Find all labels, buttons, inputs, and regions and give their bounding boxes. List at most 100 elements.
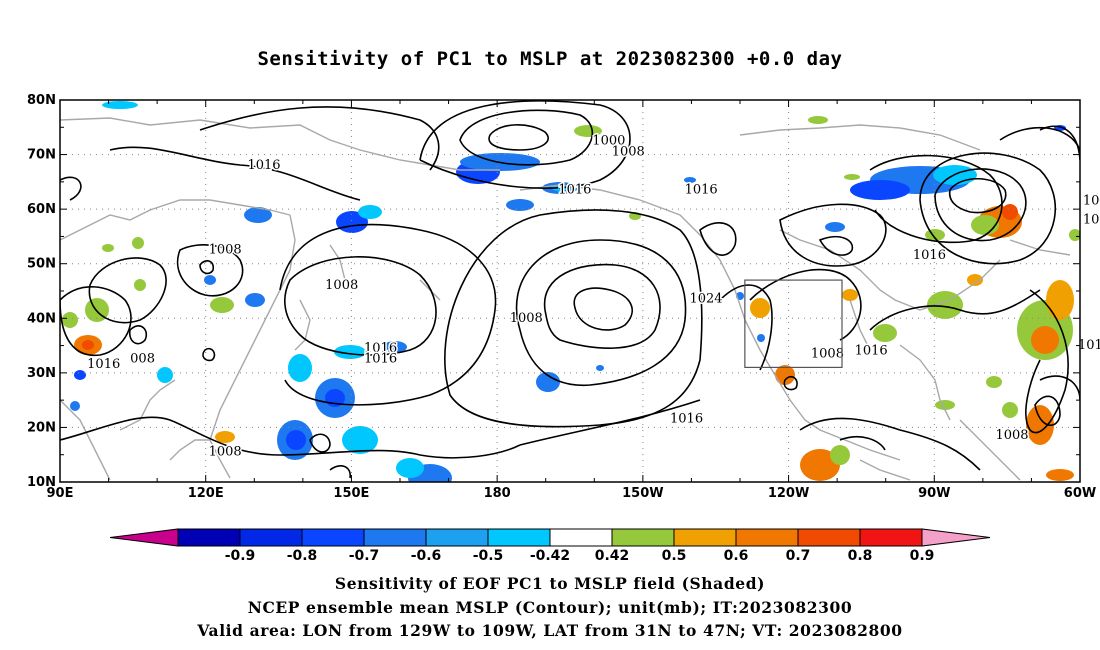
isobar — [1034, 395, 1061, 426]
isobar-label: 1016 — [685, 183, 718, 198]
shade-patch — [830, 445, 850, 465]
shade-patch — [800, 449, 840, 481]
shade-patch — [596, 365, 604, 371]
shade-patch — [1002, 402, 1018, 418]
colorbar-label: 0.9 — [910, 548, 935, 564]
shade-patch — [967, 274, 983, 286]
shade-patch — [102, 244, 114, 252]
isobar — [176, 244, 244, 297]
shade-patch — [62, 312, 78, 328]
colorbar-label: -0.42 — [530, 548, 570, 564]
shade-patch — [286, 430, 306, 450]
isobar — [128, 325, 148, 345]
lat-tick-label: 80N — [27, 93, 56, 108]
coastline — [60, 399, 111, 481]
valid-area-box — [744, 279, 843, 369]
isobar — [519, 399, 701, 446]
shade-patch — [342, 426, 378, 454]
shade-patch — [134, 279, 146, 291]
caption-valid-area: Valid area: LON from 129W to 109W, LAT f… — [197, 621, 903, 640]
isobar — [719, 284, 773, 371]
colorbar-label: -0.7 — [349, 548, 380, 564]
shade-patch — [844, 174, 860, 180]
shade-patch — [74, 370, 86, 380]
isobar — [1039, 125, 1080, 161]
coastline — [739, 124, 981, 151]
valid-area-rectangle — [744, 279, 843, 369]
lon-tick-label: 120W — [768, 486, 809, 501]
isobar-label: 1016 — [855, 344, 888, 359]
isobar — [459, 109, 594, 166]
shade-patch — [157, 367, 173, 383]
shade-patch — [1026, 405, 1054, 445]
shade-patch — [536, 372, 560, 392]
shade-patch — [210, 297, 234, 313]
shade-patch — [935, 400, 955, 410]
isobar — [515, 239, 687, 386]
plot-border — [59, 99, 1081, 483]
colorbar-label: -0.8 — [287, 548, 318, 564]
coastline — [849, 299, 871, 351]
isobar — [779, 203, 887, 267]
caption-shaded: Sensitivity of EOF PC1 to MSLP field (Sh… — [334, 574, 766, 593]
gridlines — [60, 100, 1081, 482]
map-frame — [59, 99, 1081, 483]
isobar — [202, 347, 216, 362]
shade-patch — [1046, 280, 1074, 320]
isobar — [329, 465, 351, 479]
isobar — [88, 257, 167, 324]
colorbar: -0.9 -0.8 -0.7 -0.6 -0.5 -0.42 0.42 0.5 0.6 0.7 0.… — [109, 528, 991, 564]
isobar — [488, 124, 549, 151]
isobar — [60, 286, 132, 357]
shade-patch — [574, 125, 602, 137]
coastline — [859, 459, 911, 481]
shade-patch — [396, 458, 424, 478]
shade-patch — [70, 401, 80, 411]
colorbar-right-arrow — [921, 528, 991, 547]
shade-patch — [132, 237, 144, 249]
shade-patch — [842, 289, 858, 301]
shade-patch — [850, 180, 910, 200]
shade-patch — [775, 365, 795, 385]
isobar — [543, 263, 661, 349]
caption-contour: NCEP ensemble mean MSLP (Contour); unit(… — [247, 598, 853, 617]
isobar — [419, 100, 631, 189]
colorbar-label: 0.8 — [848, 548, 873, 564]
isobar-label: 1008 — [209, 243, 242, 258]
colorbar-swatch — [363, 528, 427, 547]
shade-patch — [288, 354, 312, 382]
isobar — [60, 416, 521, 459]
isobar-label: 1016 — [558, 183, 591, 198]
shade-patch — [358, 205, 382, 219]
shade-patch — [215, 431, 235, 443]
isobar-label: 1000 — [1083, 193, 1100, 208]
shade-patch — [204, 275, 216, 285]
mslp-contours — [60, 100, 1080, 479]
shade-patch — [825, 222, 845, 232]
isobar — [948, 178, 1007, 214]
isobar-label: 1008 — [995, 428, 1028, 443]
isobar-label: 1024 — [689, 292, 722, 307]
shade-patch — [1002, 204, 1018, 220]
isobar-label: 1008 — [1083, 213, 1100, 228]
shade-patch — [1069, 229, 1080, 241]
lon-tick-label: 180 — [484, 486, 511, 501]
shade-patch — [506, 199, 534, 211]
colorbar-swatch — [239, 528, 303, 547]
shade-patch — [757, 334, 765, 342]
isobar — [699, 221, 737, 256]
isobar — [799, 417, 981, 471]
isobar — [60, 176, 82, 201]
isobar-label: 1016 — [1078, 338, 1100, 353]
coastline — [169, 439, 231, 479]
lat-tick-label: 20N — [27, 420, 56, 435]
colorbar-swatch — [425, 528, 489, 547]
shade-patch — [873, 324, 897, 342]
shade-patch — [986, 376, 1002, 388]
colorbar-swatch — [797, 528, 861, 547]
sensitivity-shading — [62, 101, 1080, 482]
lat-tick-label: 30N — [27, 366, 56, 381]
lat-tick-label: 40N — [27, 311, 56, 326]
colorbar-label: 0.42 — [595, 548, 630, 564]
